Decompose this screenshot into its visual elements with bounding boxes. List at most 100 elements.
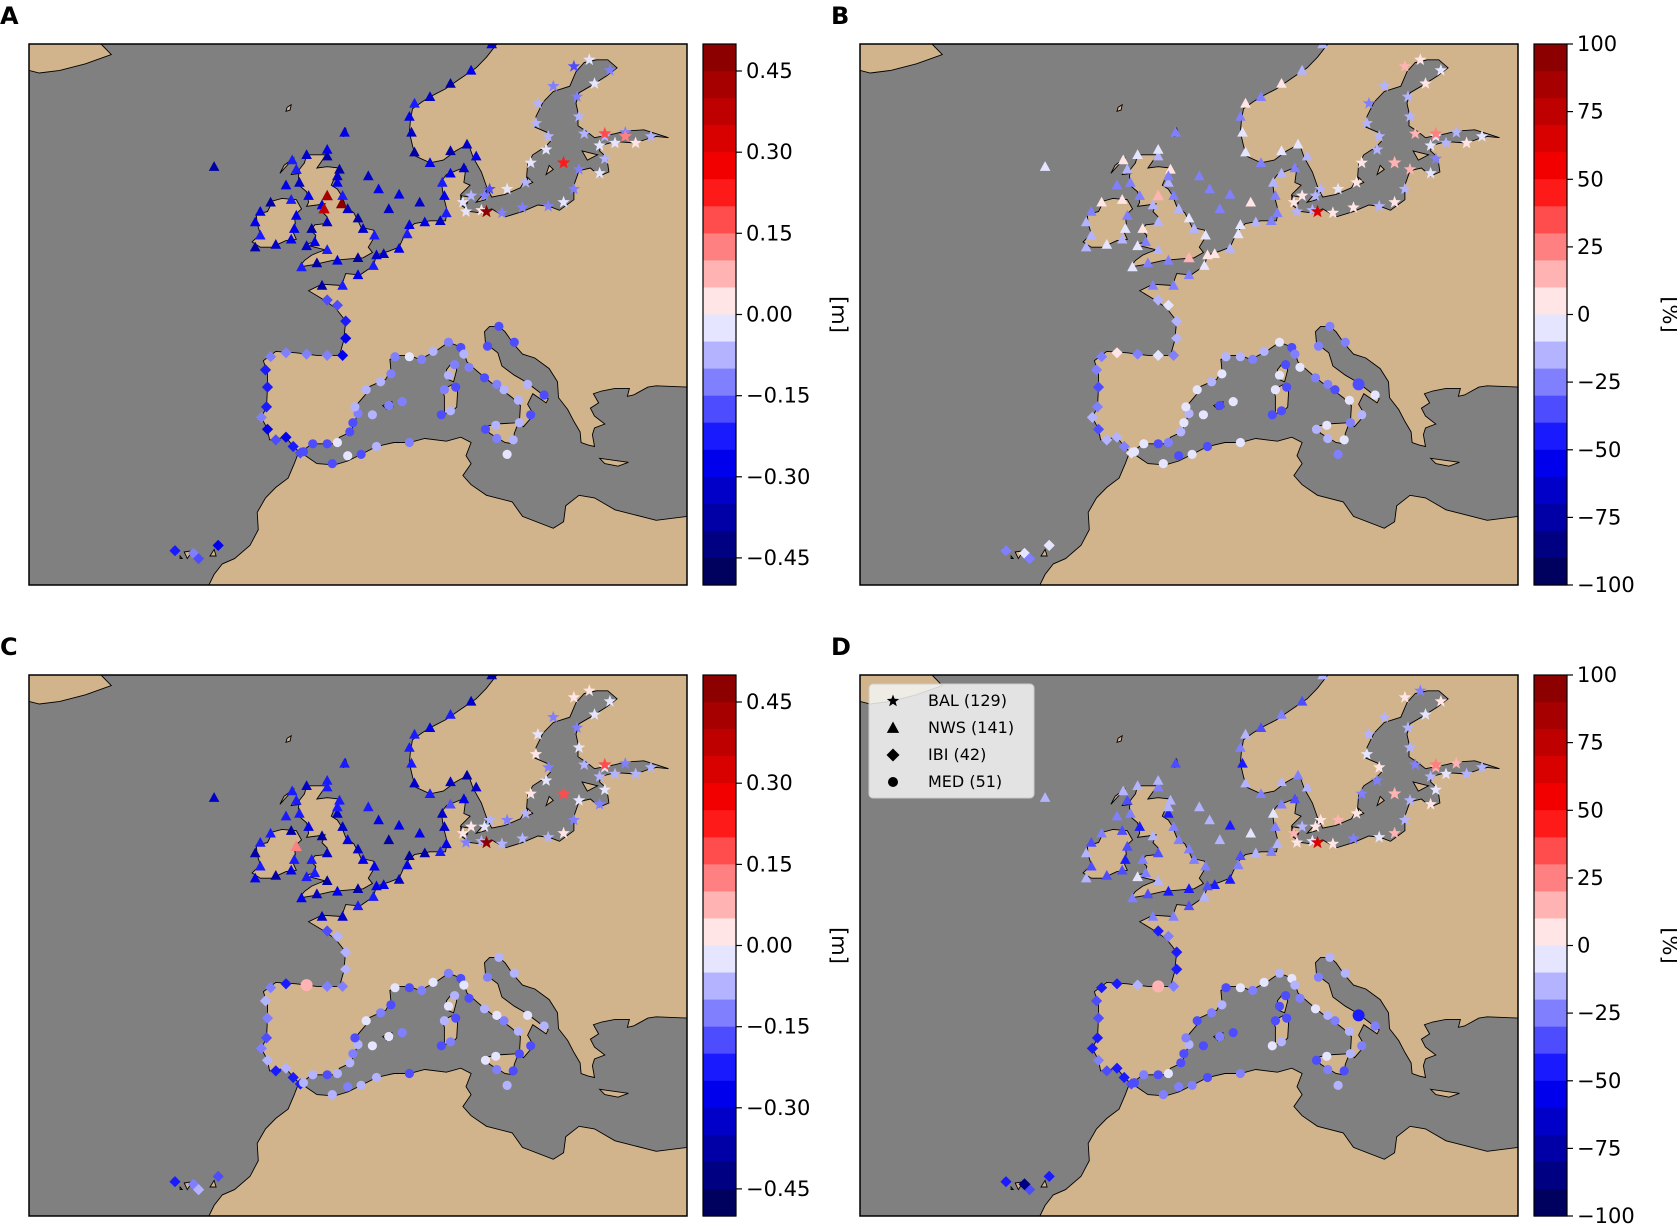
station-marker-bal (1350, 176, 1363, 188)
station-marker-med (502, 1080, 512, 1090)
station-marker-nws (1165, 794, 1176, 805)
station-marker-med (539, 1021, 549, 1031)
station-marker-bal (572, 162, 586, 175)
station-marker-nws (288, 223, 300, 233)
station-marker-ibi (280, 1062, 292, 1074)
land-polygon (598, 457, 629, 467)
station-marker-nws (254, 837, 266, 847)
station-marker-nws (406, 757, 417, 768)
station-marker-nws (1163, 885, 1174, 896)
land-polygon (179, 1185, 184, 1191)
station-marker-ibi (301, 348, 313, 360)
station-marker-nws (1224, 819, 1236, 830)
colorbar-swatch (703, 206, 736, 234)
station-marker-med (1235, 1068, 1245, 1079)
station-marker-bal (1378, 710, 1391, 723)
station-marker-bal (1309, 820, 1322, 832)
station-marker-nws (306, 223, 318, 233)
colorbar-tick-label: 100 (1577, 32, 1617, 56)
station-marker-nws (414, 827, 426, 838)
colorbar-tick-label: −0.45 (746, 1177, 810, 1201)
station-marker-nws (1183, 212, 1195, 223)
station-marker-ibi (1018, 547, 1031, 559)
station-marker-nws (352, 269, 364, 280)
station-marker-bal (608, 767, 622, 780)
station-marker-nws (1276, 167, 1287, 178)
station-marker-highlight (598, 126, 612, 140)
station-marker-nws (369, 860, 380, 871)
station-marker-ibi (1111, 978, 1123, 990)
station-marker-bal (524, 156, 537, 169)
station-marker-med (1330, 385, 1340, 395)
station-marker-med (322, 1070, 332, 1080)
station-marker-nws (1096, 827, 1107, 838)
station-marker-med (1311, 424, 1322, 434)
station-marker-nws (1137, 223, 1149, 233)
colorbar-swatch (703, 972, 736, 1001)
station-marker-nws (434, 215, 446, 225)
colorbar-swatch (1534, 368, 1567, 397)
station-marker-nws (458, 793, 470, 804)
station-marker-med (1345, 418, 1356, 428)
station-marker-nws (1209, 248, 1221, 258)
station-marker-nws (373, 183, 384, 194)
station-marker-ibi (280, 978, 292, 990)
station-marker-nws (436, 176, 448, 187)
station-marker-nws (254, 860, 266, 871)
station-marker-nws (1255, 91, 1267, 101)
station-marker-nws (470, 781, 482, 792)
station-marker-med (464, 362, 474, 372)
station-marker-med (1248, 985, 1258, 996)
station-marker-med (1198, 1041, 1208, 1051)
station-marker-nws (1170, 126, 1181, 137)
panel-b: B 100 75 50 25 0 −25 −50 −75 −100 [%] (831, 2, 1677, 597)
station-marker-med (367, 1041, 377, 1051)
station-marker-med (1202, 1072, 1213, 1083)
land-polygon (1010, 554, 1015, 560)
station-marker-med (523, 379, 533, 389)
station-marker-bal (1439, 136, 1453, 149)
station-marker-med (526, 1041, 536, 1051)
station-marker-nws (1301, 781, 1313, 792)
station-marker-ibi (255, 1042, 267, 1054)
station-marker-med (1270, 385, 1281, 395)
station-marker-bal (578, 758, 591, 770)
station-marker-med (1176, 1058, 1186, 1068)
colorbar-swatch (703, 702, 736, 730)
station-marker-bal (1475, 129, 1489, 142)
colorbar-swatch (703, 152, 736, 180)
legend-label-nws: NWS (141) (928, 718, 1014, 737)
map-frame-d (859, 674, 1519, 1217)
station-marker-bal (542, 129, 555, 142)
station-marker-highlight (479, 835, 494, 849)
station-marker-nws (362, 801, 374, 812)
station-marker-bal (495, 837, 509, 850)
station-marker-bal (542, 760, 555, 773)
station-marker-nws (436, 807, 448, 818)
station-marker-nws (311, 888, 323, 899)
station-marker-nws (1085, 206, 1097, 216)
station-marker-nws (1127, 892, 1138, 903)
colorbar-swatch (1534, 675, 1567, 703)
land-polygon (1040, 1179, 1048, 1188)
station-marker-nws (1193, 170, 1205, 181)
colorbar-swatch (703, 729, 736, 757)
colorbar-tick-label: −25 (1577, 370, 1621, 394)
station-marker-med (1345, 1049, 1356, 1059)
station-marker-med (443, 1001, 454, 1011)
station-marker-med (1276, 406, 1287, 416)
station-marker-nws (1039, 161, 1051, 171)
station-marker-nws (1270, 821, 1281, 831)
station-marker-ibi (321, 925, 333, 937)
station-marker-nws (1039, 792, 1051, 802)
colorbar-swatch (1534, 125, 1567, 153)
station-marker-nws (465, 64, 477, 75)
station-marker-med (492, 379, 502, 389)
station-marker-bal (1403, 162, 1417, 175)
colorbar-swatch (1534, 1026, 1567, 1055)
land-polygon (1376, 795, 1385, 807)
station-marker-nws (1132, 149, 1143, 159)
station-marker-nws (249, 872, 261, 883)
station-marker-ibi (261, 381, 274, 393)
station-marker-nws (401, 859, 413, 870)
